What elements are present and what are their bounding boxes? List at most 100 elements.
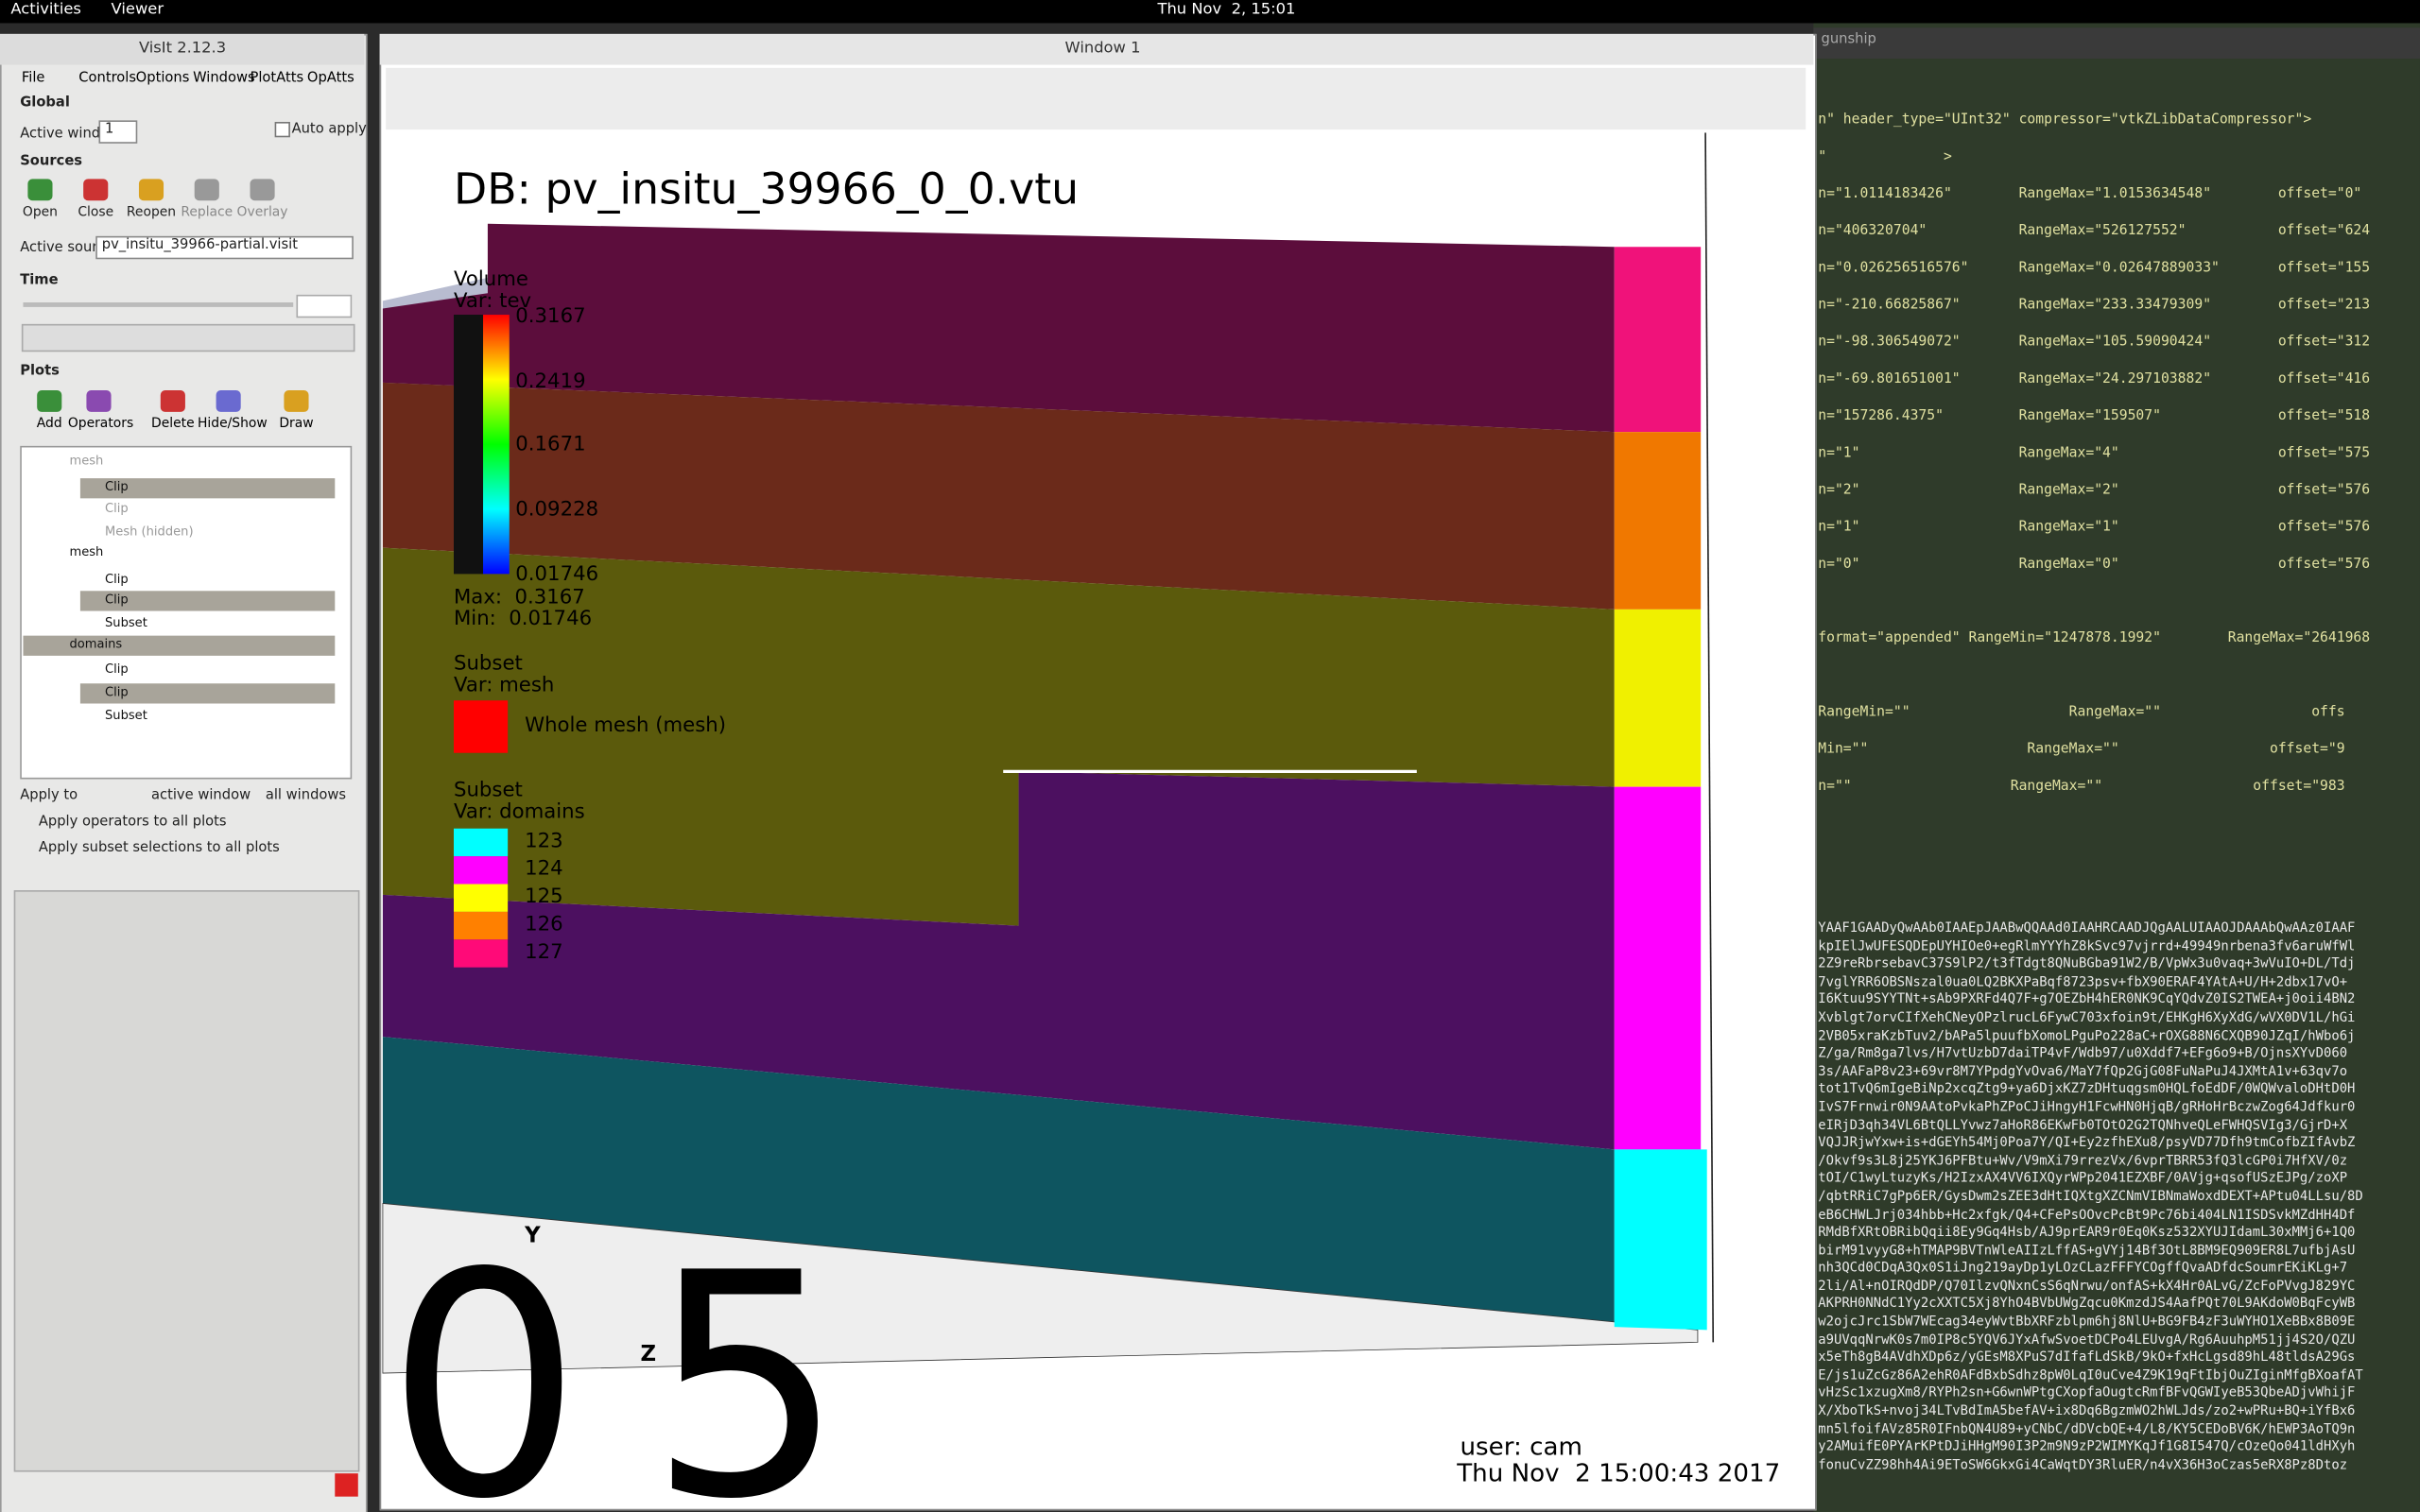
app-menu[interactable]: Viewer <box>111 1 164 19</box>
menu-item[interactable]: OpAtts <box>306 71 354 87</box>
selected-row <box>23 635 336 656</box>
radio-label[interactable]: all windows <box>265 788 347 804</box>
icon <box>138 179 164 201</box>
terminal-line: n="157286.4375" RangeMax="159507" offset… <box>1818 408 2371 424</box>
section-label: Plots <box>20 364 60 380</box>
icon <box>160 390 185 412</box>
plot-button[interactable]: Operators <box>68 390 133 437</box>
terminal-line: n="1" RangeMax="1" offset="576 <box>1818 520 2371 536</box>
radio-label[interactable]: active window <box>150 788 251 804</box>
tree-item[interactable]: mesh <box>69 544 104 559</box>
source-button[interactable]: Reopen <box>124 179 180 225</box>
source-button[interactable]: Open <box>12 179 68 225</box>
terminal-line: kpIElJwUFESQDEpUYHIOe0+egRlmYYYhZ8kSvc97… <box>1818 938 2356 954</box>
label: Apply to <box>20 788 78 804</box>
button-label: Hide/Show <box>197 416 268 433</box>
legend-swatch <box>453 911 509 940</box>
terminal-line: n="1" RangeMax="4" offset="575 <box>1818 445 2371 462</box>
activities[interactable]: Activities <box>10 1 81 19</box>
terminal-line: format="appended" RangeMin="1247878.1992… <box>1818 630 2371 647</box>
icon <box>27 179 53 201</box>
tree-item[interactable]: Mesh (hidden) <box>105 524 194 539</box>
terminal-line: vHzSc1xzugXm8/RYPh2sn+G6wnWPtgCXopfaOugt… <box>1818 1385 2356 1402</box>
source-button[interactable]: Replace <box>179 179 234 225</box>
tree-item[interactable]: Subset <box>105 615 147 630</box>
terminal-line: n="0.026256516576" RangeMax="0.026478890… <box>1818 260 2371 277</box>
plot-button[interactable]: Delete <box>142 390 203 437</box>
menu-item[interactable]: Options <box>135 71 190 87</box>
big-digit: 5 <box>648 1208 845 1512</box>
terminal-line: IvS7Frnwir0N9AAtoPvkaPhZPoCJiHngyH1FcwHN… <box>1818 1099 2356 1116</box>
date-label: Thu Nov 2 15:00:43 2017 <box>1457 1457 1781 1487</box>
source-combo[interactable]: pv_insitu_39966-partial.visit <box>95 235 354 260</box>
plot-button[interactable]: Add <box>19 390 80 437</box>
button-label: Open <box>22 205 58 221</box>
terminal-line: " > <box>1818 149 1952 165</box>
top-bar <box>0 0 2420 24</box>
terminal <box>1813 23 2420 1512</box>
legend-item: 123 <box>525 830 563 853</box>
big-digit: 0 <box>386 1208 582 1512</box>
terminal-line: 2li/Al+nOIRQdDP/Q70IlzvQNxnCsS6qNrwu/onf… <box>1818 1279 2356 1295</box>
clock: Thu Nov 2, 15:01 <box>1157 1 1296 19</box>
strip <box>1614 432 1702 610</box>
checkbox-label[interactable]: Apply subset selections to all plots <box>38 840 280 857</box>
source-button[interactable]: Close <box>68 179 124 225</box>
tree-item[interactable]: Clip <box>105 684 129 699</box>
axis <box>1704 132 1715 1343</box>
time-field[interactable] <box>296 294 353 318</box>
terminal-line: n" header_type="UInt32" compressor="vtkZ… <box>1818 112 2312 129</box>
plot-button[interactable]: Hide/Show <box>198 390 268 437</box>
tree-item[interactable]: Clip <box>105 501 129 516</box>
tree-item[interactable]: Clip <box>105 572 129 587</box>
time-slider[interactable] <box>23 301 294 307</box>
spin-box[interactable]: 1 <box>98 120 138 144</box>
tree-item[interactable]: Clip <box>105 479 129 494</box>
terminal-line: x5eTh8gB4AVdhXDp6z/yGEsM8XPuS7dIfafLdSkB… <box>1818 1349 2356 1366</box>
terminal-line: E/js1uZcGz86A2ehR0AFdBxbSdhz8pW0LqI0uCve… <box>1818 1367 2363 1384</box>
terminal-line: y2AMuifE0PYArKPtDJiHHgM90I3P2m9N9zP2WIMY… <box>1818 1439 2356 1455</box>
user-label: user: cam <box>1460 1432 1582 1462</box>
plot-list[interactable] <box>20 445 353 780</box>
legend-var: Var: tev <box>453 289 532 314</box>
terminal-line: n="-69.801651001" RangeMax="24.297103882… <box>1818 371 2371 387</box>
strip <box>1614 609 1702 787</box>
legend-var: Var: mesh <box>453 674 555 697</box>
output-area <box>13 890 360 1472</box>
terminal-line: nh3QCd0CDqA3Qx0S1iJng219ayDp1yLOzCLazFFF… <box>1818 1261 2348 1277</box>
plot-button[interactable]: Draw <box>266 390 327 437</box>
checkbox-label[interactable]: Apply operators to all plots <box>38 815 227 831</box>
terminal-text: n" header_type="UInt32" compressor="vtkZ… <box>1818 102 2370 805</box>
error-icon[interactable] <box>335 1473 358 1497</box>
section-label: Global <box>20 95 70 112</box>
checkbox[interactable] <box>274 121 290 138</box>
terminal-line: /qbtRRiC7gPp6ER/GysDwm2sZEE3dHtIQXtgXZCN… <box>1818 1189 2363 1205</box>
render <box>382 132 1715 1374</box>
band <box>382 382 1615 610</box>
menu-item[interactable]: PlotAtts <box>250 71 304 87</box>
terminal-line: RMdBfXRtOBRibQqii8Ey9Gq4Hsb/AJ9prEAR9r0E… <box>1818 1225 2356 1241</box>
tree-item[interactable]: Subset <box>105 708 147 723</box>
axis-label: Y <box>525 1223 541 1248</box>
source-button[interactable]: Overlay <box>234 179 290 225</box>
menu-item[interactable]: Windows <box>193 71 255 87</box>
tree-item[interactable]: Clip <box>105 592 129 607</box>
terminal-line: eB6CHWLJrj034hbb+Hc2xfgk/Q4+CFePsOOvcPcB… <box>1818 1207 2356 1223</box>
terminal-line: X/XboTkS+nvoj34LTvBdImA5befAV+ix8Dq6Bgzm… <box>1818 1403 2356 1420</box>
menu-item[interactable]: Controls <box>78 71 137 87</box>
tree-item[interactable]: domains <box>69 637 123 651</box>
toolbar[interactable] <box>386 67 1806 130</box>
button-label: Draw <box>279 416 314 433</box>
legend-var: Var: domains <box>453 800 585 824</box>
menu-item[interactable]: File <box>21 71 45 87</box>
terminal-line: n="2" RangeMax="2" offset="576 <box>1818 483 2371 499</box>
terminal-line: n="-98.306549072" RangeMax="105.59090424… <box>1818 335 2371 351</box>
terminal-base64: YAAF1GAADyQwAAb0IAAEpJAABwQQAAd0IAAHRCAA… <box>1818 921 2363 1476</box>
legend-item: 127 <box>525 940 563 965</box>
tree-item[interactable]: Clip <box>105 662 129 677</box>
time-controls[interactable] <box>21 323 355 352</box>
tree-item[interactable]: mesh <box>69 453 104 468</box>
terminal-titlebar <box>1813 27 2420 60</box>
